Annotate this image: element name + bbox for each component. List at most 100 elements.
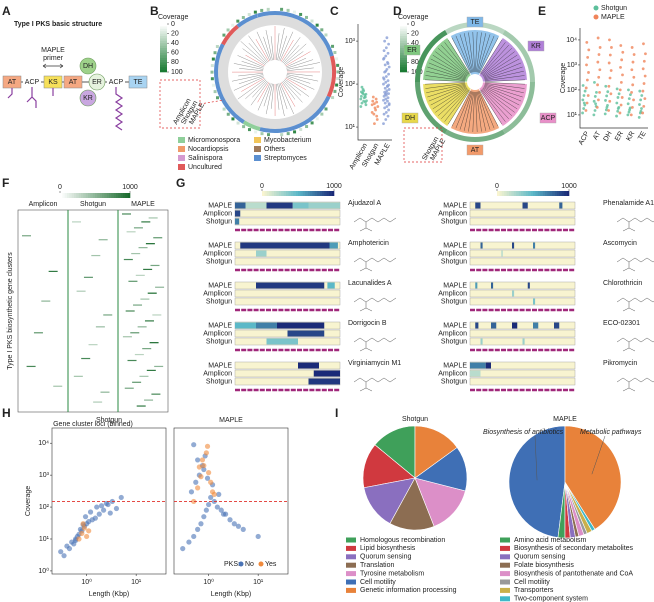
domain-tag-label: ER [407, 47, 417, 54]
tree-branch [483, 58, 520, 78]
point [386, 99, 389, 103]
point [607, 61, 611, 65]
legend-marker [238, 561, 244, 567]
domain-label: ACP [109, 79, 124, 86]
coverage-cell [320, 28, 324, 32]
coverage-cell [320, 112, 324, 116]
legend-label: Yes [265, 561, 277, 568]
coverage-cell [286, 8, 290, 12]
colorbar-step [160, 57, 167, 61]
heat-cell [126, 231, 136, 233]
point [373, 122, 376, 126]
point [628, 108, 631, 112]
colorbar-step [400, 40, 407, 44]
colorbar-step [67, 193, 70, 198]
colorbar-step [99, 193, 103, 198]
colorbar-step [511, 191, 515, 196]
tree-branch [482, 88, 512, 116]
point [384, 91, 388, 95]
colorbar-step [400, 43, 407, 46]
point [382, 76, 385, 80]
coverage-segment [480, 242, 483, 249]
point [603, 112, 607, 116]
tree-branch [476, 33, 486, 73]
point [620, 96, 624, 99]
colorbar-step [400, 24, 407, 27]
colorbar-step [160, 55, 167, 58]
tree-branch [438, 48, 468, 76]
panel-title: Type I PKS basic structure [14, 21, 102, 28]
chart-title: MAPLE [553, 416, 577, 423]
y-tick-label: 10² [39, 504, 50, 511]
cluster-name: Amphotericin [348, 240, 389, 247]
coverage-cell [210, 70, 214, 74]
tree-branch [237, 78, 266, 100]
point [626, 102, 630, 106]
y-tick-label: 10² [567, 87, 578, 94]
colorbar-step [160, 50, 167, 54]
colorbar-step [106, 193, 110, 198]
heat-cell [93, 401, 103, 403]
x-tick-label: KR [625, 130, 636, 142]
y-axis-label: Type I PKS biosynthetic gene clusters [7, 252, 14, 370]
coverage-cell [266, 7, 270, 11]
point [211, 491, 217, 497]
y-tick-label: 10¹ [345, 124, 356, 131]
tree-branch [284, 51, 304, 66]
colorbar-step [283, 191, 287, 196]
coverage-cell [336, 77, 340, 81]
panel-letter: D [393, 4, 402, 18]
coverage-cell [242, 125, 246, 129]
colorbar-step [111, 193, 114, 198]
domain-wedge [450, 29, 500, 75]
legend-marker [593, 14, 599, 20]
colorbar-step [160, 24, 167, 27]
y-tick-label: 10⁴ [38, 440, 49, 447]
point [180, 545, 186, 552]
y-axis-label: Coverage [560, 63, 567, 93]
colorbar-step [518, 191, 522, 196]
track-label: Amplicon [203, 210, 232, 217]
colorbar-step [74, 193, 77, 198]
panel-letter: I [335, 406, 338, 420]
point [94, 504, 100, 510]
tree-branch [481, 45, 509, 75]
domain-label: KR [83, 95, 93, 102]
coverage-cell [335, 83, 339, 87]
cluster-name: Ascomycin [603, 240, 637, 247]
coverage-segment [501, 250, 503, 257]
tree-branch [432, 87, 467, 110]
coverage-segment [533, 242, 536, 249]
colorbar-step [298, 191, 301, 196]
annotation-leader [534, 435, 538, 481]
colorbar-step [554, 191, 558, 196]
point [382, 112, 386, 116]
point [360, 90, 363, 94]
tree-branch [447, 39, 470, 74]
panel-letter: E [538, 4, 546, 18]
tree-branch [265, 29, 273, 61]
point [255, 533, 261, 540]
point [382, 56, 386, 60]
domain-wedge [423, 82, 471, 126]
colorbar-step [552, 191, 555, 196]
tree-branch [484, 83, 525, 89]
point [66, 545, 73, 552]
y-axis-label: Coverage [338, 67, 345, 97]
coverage-segment [298, 362, 319, 369]
legend-label: Uncultured [188, 164, 222, 171]
track-bg [469, 297, 576, 306]
heat-cell [142, 348, 152, 350]
coverage-segment [308, 202, 340, 209]
tree-branch [484, 71, 524, 81]
tree-branch [425, 82, 466, 85]
point [113, 505, 120, 512]
tree-branch [248, 35, 269, 63]
heat-cell [26, 365, 36, 368]
heat-cell [122, 213, 131, 215]
colorbar-step [329, 191, 332, 196]
legend-label: No [245, 561, 254, 568]
legend-swatch [500, 537, 510, 543]
colorbar-step [97, 193, 100, 198]
point [371, 99, 375, 103]
